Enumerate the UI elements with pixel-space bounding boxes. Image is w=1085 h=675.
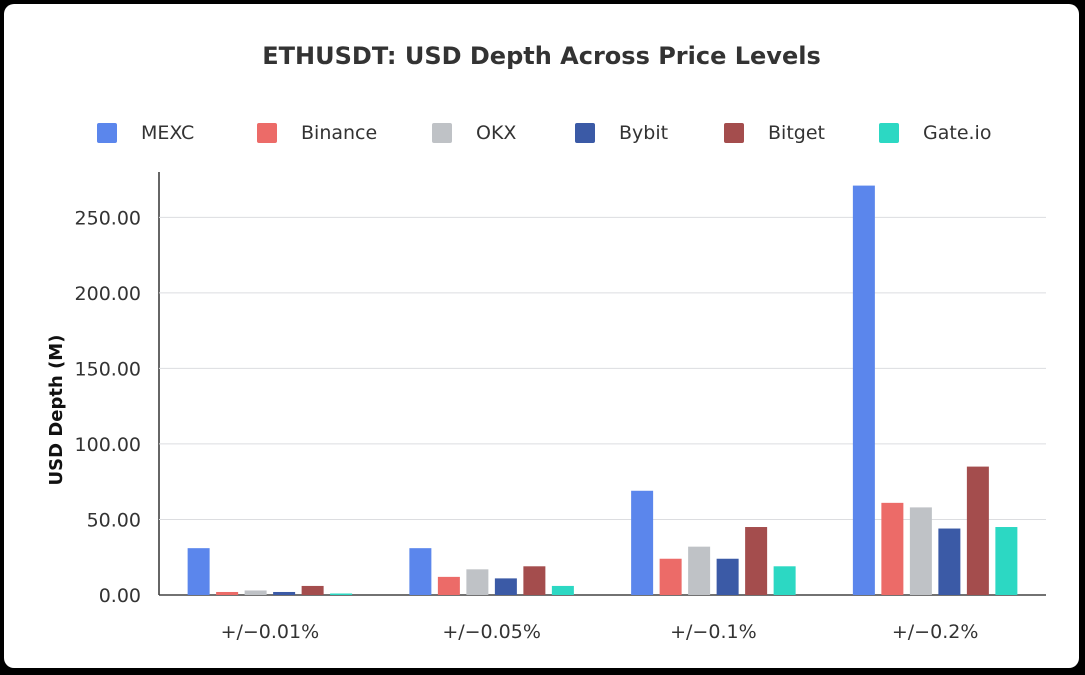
bar-gateio-2[interactable] — [551, 585, 574, 595]
bar-mexc-3[interactable] — [631, 490, 654, 595]
bars — [187, 185, 1018, 595]
x-tick-label: +/−0.1% — [670, 621, 757, 643]
chart-title: ETHUSDT: USD Depth Across Price Levels — [262, 42, 821, 70]
bar-bybit-2[interactable] — [494, 578, 517, 595]
legend-label-bybit: Bybit — [619, 122, 669, 144]
bar-binance-3[interactable] — [659, 558, 682, 595]
legend-item-okx[interactable]: OKX — [432, 118, 516, 148]
bar-gateio-1[interactable] — [330, 593, 353, 595]
legend-swatch-binance — [257, 123, 277, 143]
y-axis-title: USD Depth (M) — [46, 335, 67, 486]
legend-item-bybit[interactable]: Bybit — [575, 118, 668, 148]
legend-label-gateio: Gate.io — [923, 122, 992, 144]
chart-card: ETHUSDT: USD Depth Across Price Levels M… — [4, 4, 1079, 668]
chart-legend: MEXC Binance OKX Bybit Bitget Gate.io — [4, 118, 1079, 148]
legend-swatch-bybit — [575, 123, 595, 143]
x-tick-label: +/−0.05% — [442, 621, 541, 643]
bar-okx-2[interactable] — [466, 569, 489, 595]
bar-bitget-3[interactable] — [745, 527, 768, 595]
legend-item-gateio[interactable]: Gate.io — [879, 118, 991, 148]
bar-bybit-4[interactable] — [938, 528, 961, 595]
x-tick-label: +/−0.01% — [221, 621, 320, 643]
y-tick-label: 50.00 — [87, 509, 141, 531]
legend-item-binance[interactable]: Binance — [257, 118, 377, 148]
bar-bybit-3[interactable] — [716, 558, 739, 595]
legend-swatch-gateio — [879, 123, 899, 143]
bar-okx-1[interactable] — [244, 590, 267, 595]
bar-mexc-2[interactable] — [409, 548, 432, 595]
y-tick-label: 100.00 — [75, 434, 141, 456]
legend-swatch-mexc — [97, 123, 117, 143]
bar-mexc-1[interactable] — [187, 548, 210, 595]
legend-label-binance: Binance — [301, 122, 378, 144]
axis-ticks: 0.00 50.00 100.00 150.00 200.00 250.00 +/−0.01… — [75, 207, 979, 643]
bar-gateio-4[interactable] — [995, 527, 1018, 595]
legend-label-mexc: MEXC — [141, 122, 195, 144]
bar-bitget-4[interactable] — [966, 466, 989, 595]
legend-item-mexc[interactable]: MEXC — [97, 118, 194, 148]
legend-swatch-okx — [432, 123, 452, 143]
bar-mexc-4[interactable] — [852, 185, 875, 595]
legend-item-bitget[interactable]: Bitget — [724, 118, 825, 148]
y-tick-label: 0.00 — [99, 585, 141, 607]
bar-bitget-2[interactable] — [523, 566, 546, 595]
x-tick-label: +/−0.2% — [892, 621, 979, 643]
legend-label-okx: OKX — [476, 122, 517, 144]
y-tick-label: 150.00 — [75, 358, 141, 380]
bar-bybit-1[interactable] — [273, 591, 296, 595]
bar-chart: 0.00 50.00 100.00 150.00 200.00 250.00 +/−0.01… — [46, 172, 1046, 643]
y-tick-label: 200.00 — [75, 283, 141, 305]
bar-gateio-3[interactable] — [773, 566, 796, 595]
bar-binance-1[interactable] — [216, 591, 239, 595]
bar-binance-2[interactable] — [437, 576, 460, 595]
bar-okx-3[interactable] — [688, 546, 711, 595]
bar-binance-4[interactable] — [881, 502, 904, 595]
legend-label-bitget: Bitget — [768, 122, 825, 144]
y-tick-label: 250.00 — [75, 207, 141, 229]
bar-okx-4[interactable] — [909, 507, 932, 595]
bar-bitget-1[interactable] — [301, 585, 324, 595]
legend-swatch-bitget — [724, 123, 744, 143]
